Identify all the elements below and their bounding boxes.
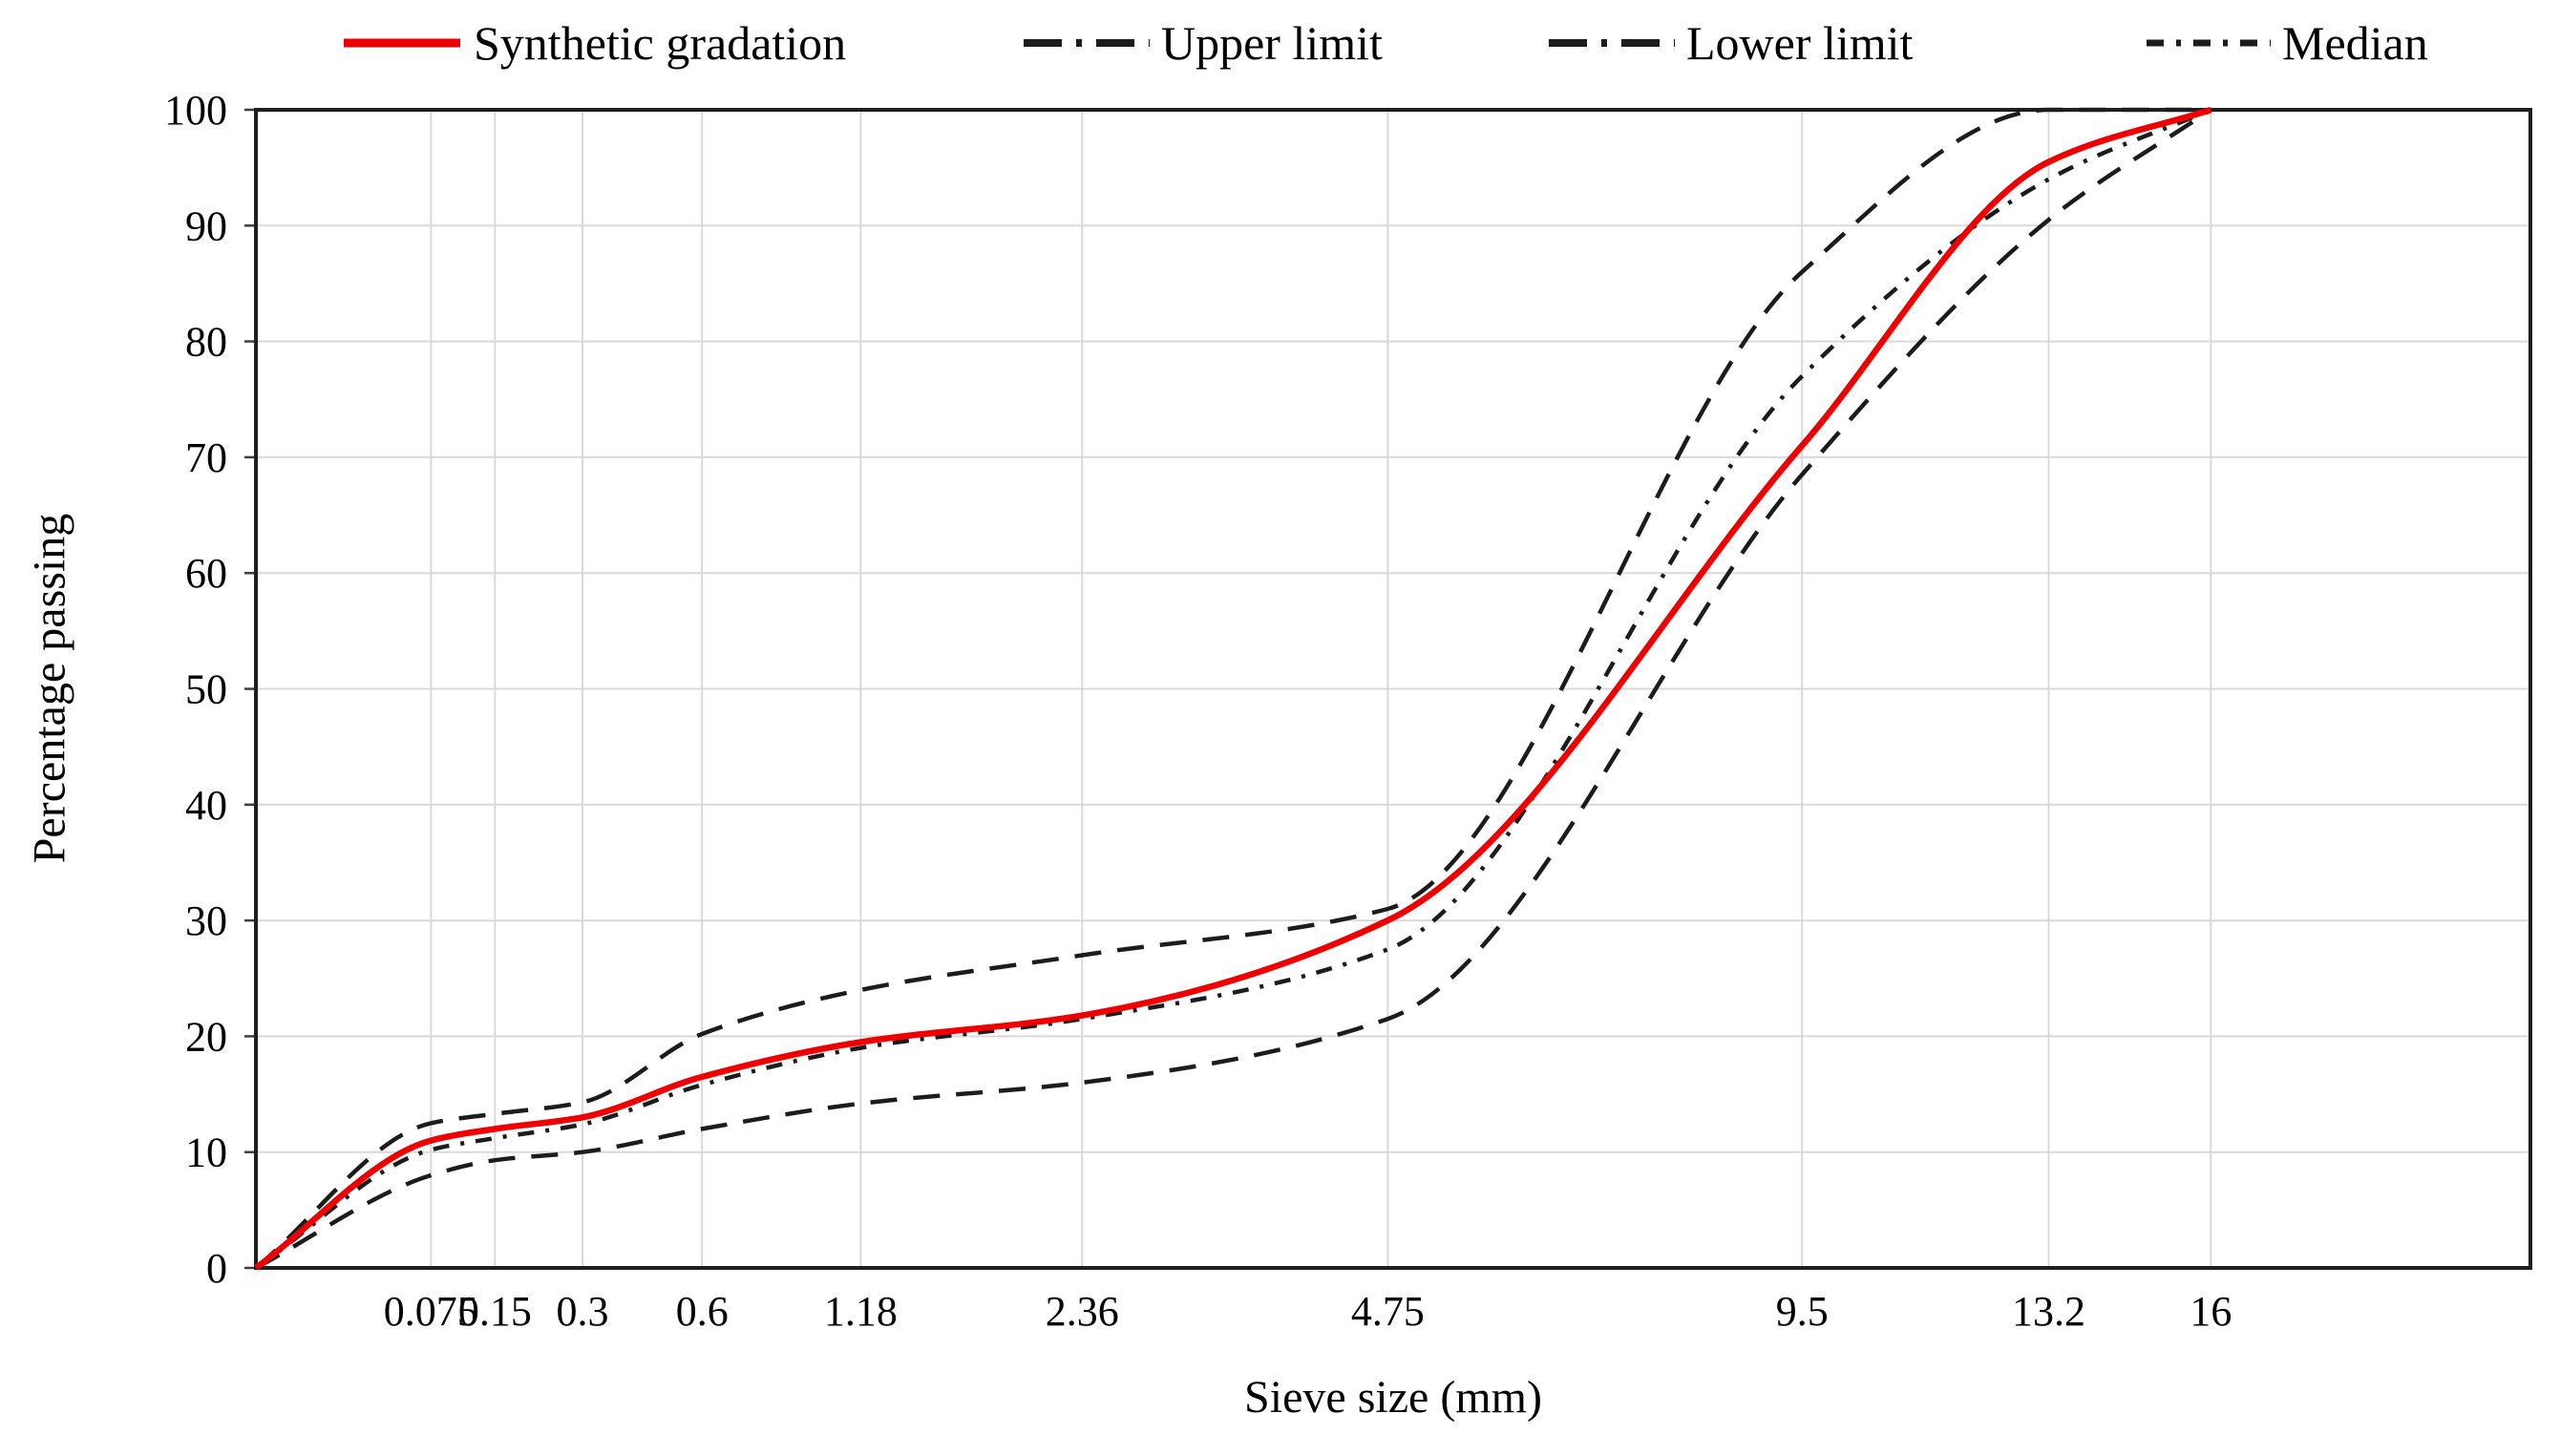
y-tick-label: 30 [185,897,227,944]
x-tick-label: 13.2 [2012,1288,2085,1335]
x-tick-label: 0.6 [676,1288,729,1335]
legend-marker-dash-dot-line [1024,39,1150,47]
plot-frame [254,108,2532,1270]
x-tick-label: 4.75 [1351,1288,1425,1335]
legend-item-synthetic-gradation: Synthetic gradation [342,15,846,71]
y-tick-label: 100 [164,87,227,134]
legend-item-median: Median [2147,15,2428,71]
y-axis-title: Percentage passing [24,513,75,864]
legend-label-upper-limit: Upper limit [1161,16,1383,70]
y-tick-label: 80 [185,319,227,366]
y-tick-label: 90 [185,202,227,249]
curve-upper-limit [254,107,2211,1270]
curve-lower-limit [254,108,2212,1270]
x-tick-label: 0.15 [458,1288,532,1335]
y-tick-label: 20 [185,1013,227,1060]
legend-label-median: Median [2282,16,2428,70]
y-tick-label: 0 [206,1245,227,1292]
x-tick-label: 0.3 [557,1288,609,1335]
curve-synthetic-gradation [254,106,2212,1271]
y-tick-label: 70 [185,434,227,481]
legend-marker-solid-red-line [344,38,460,48]
x-tick-label: 0.075 [384,1288,478,1335]
y-tick-label: 10 [185,1129,227,1176]
legend-label-lower-limit: Lower limit [1686,16,1914,70]
legend-label-synthetic-gradation: Synthetic gradation [474,16,847,70]
x-tick-label: 1.18 [824,1288,898,1335]
legend-item-upper-limit: Upper limit [1024,15,1383,71]
y-tick-label: 40 [185,782,227,829]
x-tick-label: 16 [2190,1288,2232,1335]
legend-marker-dash-dot-line [1549,39,1675,47]
x-tick-label: 9.5 [1776,1288,1829,1335]
legend-item-lower-limit: Lower limit [1549,15,1913,71]
legend-marker-short-dash-dot-line [2147,39,2271,47]
y-tick-label: 60 [185,550,227,597]
x-tick-label: 2.36 [1046,1288,1119,1335]
x-axis-title: Sieve size (mm) [1244,1372,1542,1423]
y-tick-label: 50 [185,666,227,713]
